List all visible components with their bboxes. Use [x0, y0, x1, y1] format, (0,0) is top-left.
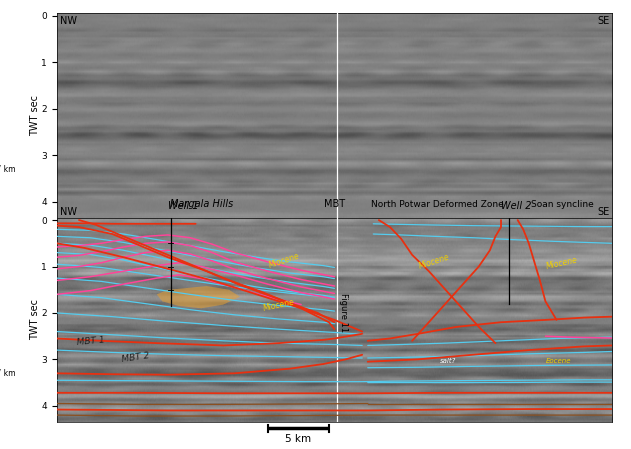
Polygon shape	[156, 286, 240, 308]
Text: MBT 2: MBT 2	[121, 351, 150, 364]
Text: Well 1: Well 1	[168, 201, 198, 211]
Text: 5 km: 5 km	[285, 434, 312, 444]
Text: NW: NW	[59, 16, 76, 26]
Text: Miocene: Miocene	[268, 251, 301, 269]
Text: MBT 1: MBT 1	[76, 335, 105, 347]
Text: NW: NW	[59, 207, 76, 217]
Text: Margala Hills: Margala Hills	[170, 198, 233, 209]
Text: Ca 7 km: Ca 7 km	[0, 164, 15, 173]
Y-axis label: TWT sec: TWT sec	[30, 95, 40, 136]
Text: Miocene: Miocene	[262, 297, 295, 313]
Text: SE: SE	[597, 207, 610, 217]
Text: Well 2: Well 2	[501, 201, 531, 211]
Text: Soan syncline: Soan syncline	[531, 199, 594, 209]
Text: North Potwar Deformed Zone: North Potwar Deformed Zone	[371, 199, 504, 209]
Y-axis label: TWT sec: TWT sec	[30, 299, 40, 340]
Text: Figure 11: Figure 11	[339, 293, 348, 333]
Text: Eocene: Eocene	[545, 358, 571, 364]
Text: Miocene: Miocene	[418, 252, 451, 271]
Text: salt?: salt?	[440, 358, 456, 364]
Text: Ca 7 km: Ca 7 km	[0, 369, 15, 378]
Text: MBT: MBT	[324, 198, 345, 209]
Text: SE: SE	[597, 16, 610, 26]
Text: Miocene: Miocene	[545, 255, 579, 271]
